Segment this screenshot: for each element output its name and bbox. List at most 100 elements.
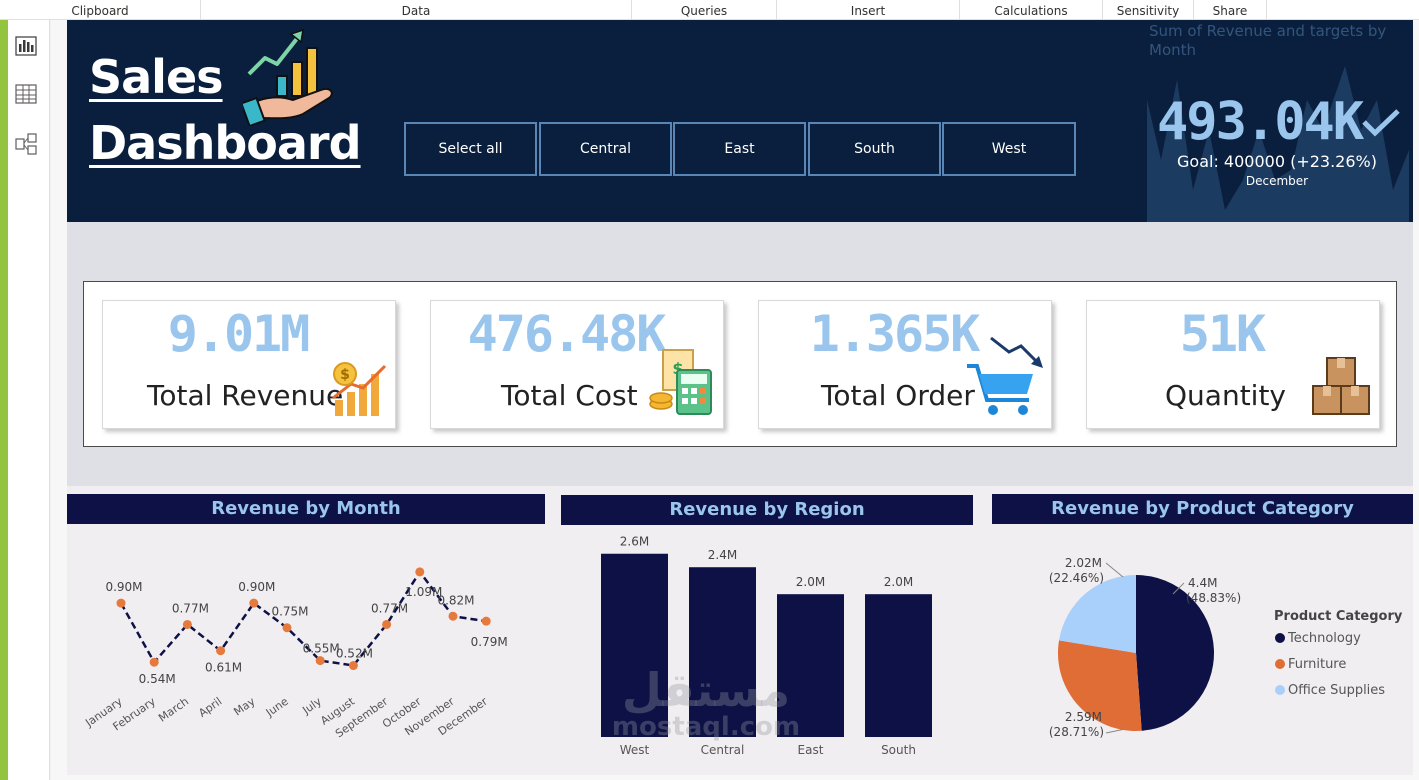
kpi-trend-area (1147, 66, 1409, 222)
pie-slice-furniture[interactable] (1058, 640, 1142, 731)
checkmark-icon (1362, 109, 1400, 137)
region-tick-label: South (881, 743, 916, 755)
watermark-arabic: مستقل (621, 663, 791, 717)
month-point-december[interactable] (481, 616, 491, 626)
ribbon-group-calculations[interactable]: Calculations (960, 0, 1103, 20)
month-point-june[interactable] (282, 623, 292, 633)
pie-slice-office-supplies[interactable] (1059, 575, 1136, 653)
region-bar-west[interactable] (601, 553, 668, 737)
kpi-period: December (1245, 174, 1309, 188)
slicer-west[interactable]: West (942, 122, 1076, 176)
accent-strip (0, 20, 8, 780)
ribbon-group-clipboard[interactable]: Clipboard (0, 0, 201, 20)
ribbon-group-sensitivity[interactable]: Sensitivity (1103, 0, 1194, 20)
month-data-label: 0.90M (105, 580, 142, 594)
watermark-latin: mostaql.com (611, 712, 801, 742)
month-data-label: 0.90M (238, 580, 275, 594)
month-data-label: 0.82M (437, 593, 474, 607)
month-point-february[interactable] (149, 657, 159, 667)
pie-percent-label: (48.83%) (1186, 591, 1241, 605)
pie-leader-line (1105, 728, 1126, 734)
pie-value-label: 4.4M (1188, 576, 1217, 590)
legend-marker (1275, 659, 1285, 669)
legend-item-technology[interactable]: Technology (1287, 631, 1361, 646)
svg-text:$: $ (672, 359, 683, 378)
title-revenue-by-month: Revenue by Month (67, 494, 545, 524)
month-data-label: 0.75M (271, 605, 308, 619)
card-label: Total Cost (501, 379, 638, 412)
card-value: 476.48K (467, 305, 667, 363)
report-canvas: Sales Dashboard Select all Central East … (51, 20, 1419, 780)
revenue-by-category-chart[interactable]: 4.4M(48.83%) 2.59M(28.71%) 2.02M(22.46%) Pr… (992, 525, 1413, 755)
month-tick-label: May (231, 695, 257, 719)
month-point-july[interactable] (315, 656, 325, 666)
card-quantity[interactable]: 51K Quantity (1086, 300, 1380, 429)
watermark: مستقل mostaql.com (556, 663, 856, 742)
legend-item-furniture[interactable]: Furniture (1288, 657, 1346, 672)
pie-percent-label: (22.46%) (1049, 571, 1104, 585)
pie-leader-line (1105, 562, 1124, 578)
dashboard-header: Sales Dashboard Select all Central East … (67, 20, 1413, 222)
month-point-april[interactable] (216, 646, 226, 656)
region-bar-central[interactable] (689, 567, 756, 737)
pie-percent-label: (28.71%) (1049, 725, 1104, 739)
ribbon-group-insert[interactable]: Insert (777, 0, 960, 20)
pie-leader-line (1172, 582, 1185, 595)
card-value: 9.01M (167, 305, 311, 363)
pie-slice-technology[interactable] (1136, 575, 1215, 731)
card-total-order[interactable]: 1.365K Total Order (758, 300, 1052, 429)
month-tick-label: April (196, 695, 224, 720)
ribbon-bar: Clipboard Data Queries Insert Calculatio… (0, 0, 1419, 20)
card-total-revenue[interactable]: 9.01M Total Revenue $ (102, 300, 396, 429)
report-view-icon[interactable] (14, 34, 38, 58)
card-value: 51K (1179, 305, 1266, 363)
month-point-october[interactable] (415, 567, 425, 577)
shopping-cart-icon (967, 336, 1043, 415)
region-data-label: 2.4M (708, 548, 737, 562)
region-data-label: 2.0M (796, 575, 825, 589)
month-point-september[interactable] (382, 619, 392, 629)
card-label: Total Order (821, 379, 975, 412)
table-view-icon[interactable] (14, 82, 38, 106)
view-switcher (8, 20, 50, 780)
card-label: Quantity (1165, 379, 1286, 412)
slicer-central[interactable]: Central (539, 122, 672, 176)
slicer-south[interactable]: South (808, 122, 941, 176)
month-point-may[interactable] (249, 598, 259, 608)
month-data-label: 0.55M (303, 642, 340, 656)
month-point-march[interactable] (182, 619, 192, 629)
legend-item-office-supplies[interactable]: Office Supplies (1288, 683, 1385, 698)
dashboard-title-line1: Sales (89, 50, 224, 104)
revenue-by-month-chart[interactable]: 0.90M 0.54M 0.77M 0.61M 0.90M 0.75M 0.55M0.52M… (67, 525, 545, 755)
pie-value-label: 2.02M (1065, 556, 1102, 570)
model-view-icon[interactable] (14, 132, 38, 156)
slicer-select-all[interactable]: Select all (404, 122, 537, 176)
ribbon-group-share[interactable]: Share (1194, 0, 1267, 20)
pie-value-label: 2.59M (1065, 710, 1102, 724)
region-tick-label: West (620, 743, 650, 755)
month-data-label: 1.09M (405, 585, 442, 599)
region-bar-south[interactable] (865, 594, 932, 737)
report-page: Sales Dashboard Select all Central East … (67, 20, 1413, 775)
ribbon-group-data[interactable]: Data (201, 0, 632, 20)
boxes-icon (1312, 357, 1370, 415)
pie-legend-title: Product Category (1274, 609, 1403, 624)
title-revenue-by-region: Revenue by Region (561, 495, 973, 525)
title-revenue-by-category: Revenue by Product Category (992, 494, 1413, 524)
growth-hand-icon (243, 28, 333, 126)
month-point-august[interactable] (348, 661, 358, 671)
revenue-by-region-chart[interactable]: 2.6M West 2.4M Central 2.0M East 2.0M South (561, 525, 973, 755)
month-data-label: 0.77M (172, 601, 209, 615)
month-tick-label: July (299, 695, 324, 718)
kpi-card-container: 9.01M Total Revenue $ 476.48K Total Cost… (83, 281, 1397, 447)
region-data-label: 2.6M (620, 535, 649, 549)
slicer-east[interactable]: East (673, 122, 806, 176)
kpi-goal: Goal: 400000 (+23.26%) (1177, 152, 1377, 171)
month-point-january[interactable] (116, 598, 126, 608)
region-bar-east[interactable] (777, 594, 844, 737)
month-point-november[interactable] (448, 611, 458, 621)
region-data-label: 2.0M (884, 575, 913, 589)
ribbon-group-queries[interactable]: Queries (632, 0, 777, 20)
card-value: 1.365K (809, 305, 981, 363)
card-total-cost[interactable]: 476.48K Total Cost $ (430, 300, 724, 429)
